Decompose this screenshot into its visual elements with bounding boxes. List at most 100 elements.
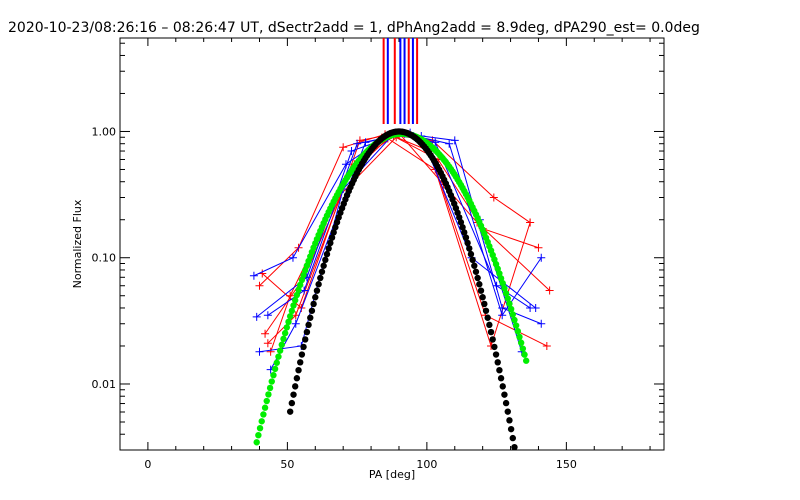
fit-dot-gaussian-fit-wide [521, 351, 528, 358]
data-point-blue-4 [450, 136, 459, 145]
data-point-red-3 [263, 339, 272, 348]
fit-dot-gaussian-fit-wide [516, 333, 523, 341]
fit-dot-gaussian-fit-wide [261, 404, 269, 411]
data-point-red-4 [545, 286, 554, 295]
fit-dot-gaussian-fit-narrow [456, 214, 463, 221]
fit-dot-gaussian-fit-narrow [293, 375, 301, 382]
fit-dot-gaussian-fit-narrow [491, 343, 498, 351]
fit-dot-gaussian-fit-narrow [479, 294, 486, 301]
fit-dot-gaussian-fit-wide [502, 290, 510, 297]
data-point-blue-2 [498, 311, 507, 320]
data-point-red-1 [339, 143, 348, 152]
fit-dot-gaussian-fit-narrow [315, 281, 322, 288]
fit-dot-gaussian-fit-narrow [332, 224, 339, 231]
fit-dot-gaussian-fit-narrow [494, 359, 501, 366]
data-point-blue-2 [252, 312, 261, 321]
data-point-blue-2 [445, 139, 454, 148]
fit-dot-gaussian-fit-narrow [298, 351, 306, 358]
data-point-blue-5 [291, 319, 300, 328]
fit-dot-gaussian-fit-narrow [509, 434, 516, 442]
fit-dot-gaussian-fit-narrow [327, 239, 334, 247]
fit-dot-gaussian-fit-narrow [501, 391, 508, 398]
y-tick-label: 1.00 [92, 125, 117, 138]
fit-dot-gaussian-fit-wide [285, 318, 292, 326]
fit-dot-gaussian-fit-wide [290, 302, 297, 309]
fit-dot-gaussian-fit-wide [265, 391, 272, 398]
data-point-red-5 [266, 347, 275, 356]
fit-dot-gaussian-fit-wide [295, 286, 302, 294]
x-tick-label: 150 [556, 458, 577, 471]
data-point-blue-3 [526, 303, 535, 312]
fit-dot-gaussian-fit-wide [497, 275, 505, 282]
fit-dot-gaussian-fit-narrow [290, 391, 297, 398]
fit-dot-gaussian-fit-narrow [507, 425, 515, 433]
fit-dot-gaussian-fit-wide [512, 322, 520, 329]
fit-dot-gaussian-fit-narrow [462, 234, 470, 241]
data-point-red-5 [542, 341, 551, 350]
fit-dot-gaussian-fit-wide [507, 305, 515, 313]
data-point-blue-4 [537, 319, 546, 328]
fit-dot-gaussian-fit-narrow [295, 366, 302, 374]
fit-dot-gaussian-fit-wide [256, 424, 264, 432]
fit-dot-gaussian-fit-wide [501, 285, 508, 292]
fit-layer [253, 128, 530, 450]
x-tick-label: 100 [416, 458, 437, 471]
fit-dot-gaussian-fit-narrow [317, 274, 324, 282]
fit-dot-gaussian-fit-narrow [328, 234, 336, 241]
data-point-blue-4 [353, 139, 362, 148]
fit-dot-gaussian-fit-wide [511, 316, 518, 324]
fit-dot-gaussian-fit-narrow [322, 256, 329, 264]
fit-dot-gaussian-fit-wide [297, 281, 304, 289]
fit-dot-gaussian-fit-narrow [308, 307, 316, 314]
y-tick-label: 0.01 [92, 378, 117, 391]
fit-dot-gaussian-fit-wide [509, 311, 516, 318]
fit-dot-gaussian-fit-narrow [471, 262, 478, 269]
fit-dot-gaussian-fit-narrow [305, 321, 312, 329]
fit-dot-gaussian-fit-wide [517, 339, 525, 346]
fit-dot-gaussian-fit-narrow [502, 399, 510, 407]
y-tick-label: 0.10 [92, 252, 117, 265]
fit-dot-gaussian-fit-narrow [318, 268, 326, 275]
fit-dot-gaussian-fit-wide [506, 300, 513, 307]
data-point-red-2 [261, 329, 270, 338]
fit-dot-gaussian-fit-wide [499, 280, 506, 287]
fit-dot-gaussian-fit-narrow [487, 328, 495, 336]
data-point-blue-2 [537, 253, 546, 262]
fit-dot-gaussian-fit-narrow [492, 351, 500, 358]
series-line-red-4 [261, 132, 550, 309]
fit-dot-gaussian-fit-narrow [477, 287, 485, 294]
fit-dot-gaussian-fit-narrow [330, 229, 337, 236]
fit-dot-gaussian-fit-narrow [476, 281, 483, 288]
fit-dot-gaussian-fit-narrow [313, 287, 321, 294]
fit-dot-gaussian-fit-narrow [484, 314, 491, 321]
data-point-red-2 [534, 243, 543, 252]
fit-dot-gaussian-fit-wide [278, 341, 286, 348]
fit-dot-gaussian-fit-narrow [481, 300, 488, 308]
fit-dot-gaussian-fit-narrow [323, 250, 331, 258]
fit-dot-gaussian-fit-wide [519, 345, 527, 352]
fit-dot-gaussian-fit-wide [280, 335, 287, 343]
fit-dot-gaussian-fit-wide [268, 378, 275, 385]
fit-dot-gaussian-fit-wide [496, 270, 503, 277]
fit-dot-gaussian-fit-wide [286, 313, 294, 320]
fit-dot-gaussian-fit-wide [514, 327, 522, 335]
series-line-blue-1 [253, 134, 536, 309]
fit-dot-gaussian-fit-narrow [307, 314, 314, 321]
fit-dot-gaussian-fit-narrow [300, 343, 307, 351]
fit-dot-gaussian-fit-narrow [506, 417, 513, 424]
axes-layer: 0 50 100 150 0.01 0.10 1.00 [92, 38, 664, 471]
fit-dot-gaussian-fit-narrow [472, 268, 480, 275]
fit-dot-gaussian-fit-wide [263, 397, 270, 405]
fit-dot-gaussian-fit-narrow [286, 408, 294, 415]
x-axis-label: PA [deg] [369, 468, 415, 481]
x-tick-label: 50 [280, 458, 294, 471]
chart-title: 2020-10-23/08:26:16 – 08:26:47 UT, dSect… [8, 20, 700, 36]
data-point-red-1 [255, 281, 264, 290]
fit-dot-gaussian-fit-narrow [302, 336, 309, 343]
fit-dot-gaussian-fit-narrow [499, 383, 506, 390]
marker-layer [382, 38, 419, 124]
data-point-blue-1 [288, 253, 297, 262]
fit-dot-gaussian-fit-wide [293, 291, 301, 299]
fit-dot-gaussian-fit-wide [276, 347, 284, 354]
data-point-blue-4 [263, 311, 272, 320]
